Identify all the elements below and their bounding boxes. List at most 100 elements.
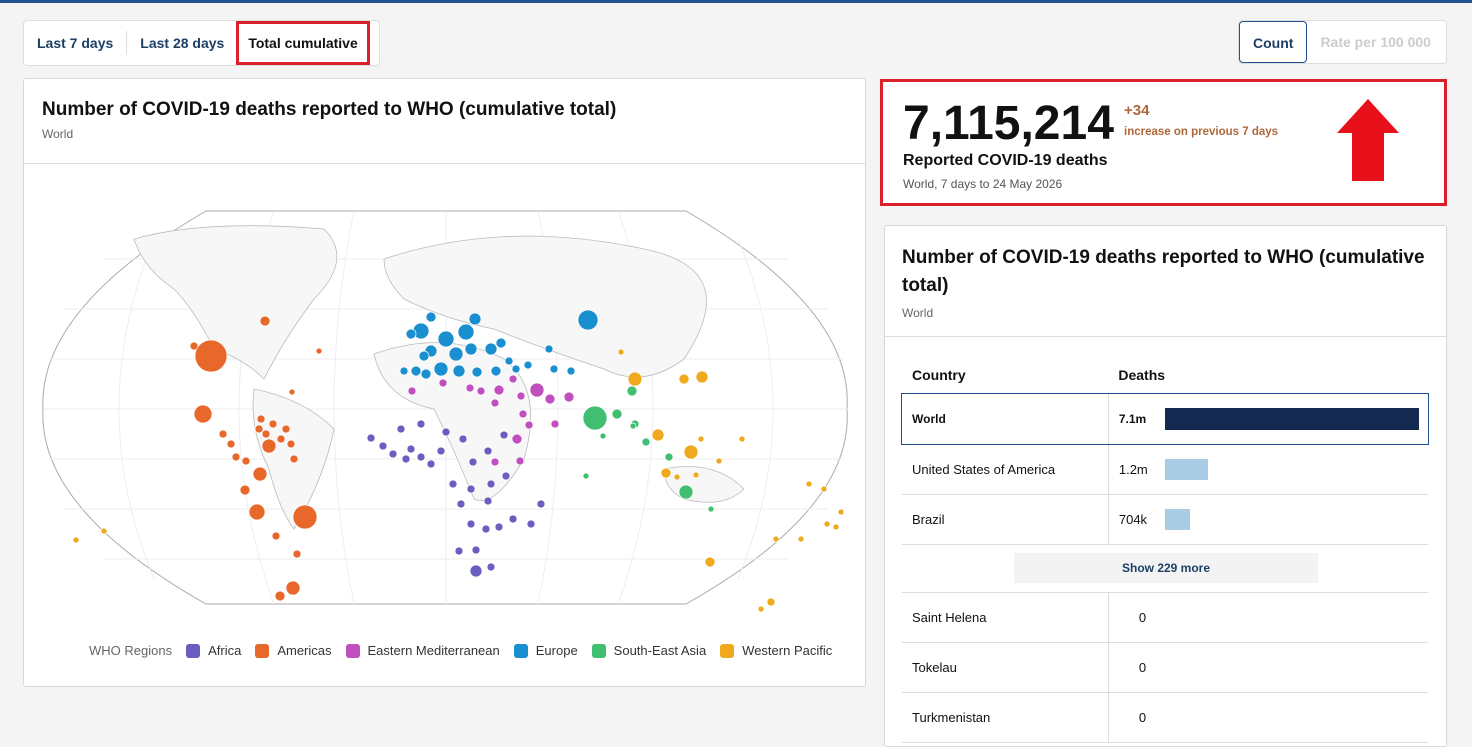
region-bubble[interactable] bbox=[757, 605, 765, 613]
region-bubble[interactable] bbox=[508, 514, 518, 524]
region-bubble[interactable] bbox=[549, 364, 559, 374]
region-bubble[interactable] bbox=[418, 350, 430, 362]
region-bubble[interactable] bbox=[566, 366, 576, 376]
region-bubble[interactable] bbox=[617, 348, 625, 356]
region-bubble[interactable] bbox=[268, 419, 278, 429]
region-bubble[interactable] bbox=[289, 454, 299, 464]
region-bubble[interactable] bbox=[399, 366, 409, 376]
region-bubble[interactable] bbox=[707, 505, 715, 513]
region-bubble[interactable] bbox=[465, 383, 475, 393]
region-bubble[interactable] bbox=[766, 597, 776, 607]
region-bubble[interactable] bbox=[468, 312, 482, 326]
region-bubble[interactable] bbox=[544, 393, 556, 405]
region-bubble[interactable] bbox=[458, 434, 468, 444]
table-row[interactable]: Brazil 704k bbox=[902, 494, 1428, 544]
measure-option[interactable]: Rate per 100 000 bbox=[1320, 34, 1431, 50]
region-bubble[interactable] bbox=[256, 414, 266, 424]
period-tab[interactable]: Last 7 days bbox=[37, 35, 114, 51]
region-bubble[interactable] bbox=[72, 536, 80, 544]
region-bubble[interactable] bbox=[466, 484, 476, 494]
region-bubble[interactable] bbox=[471, 545, 481, 555]
region-bubble[interactable] bbox=[416, 452, 426, 462]
table-row[interactable]: Tokelau 0 bbox=[902, 642, 1428, 692]
region-bubble[interactable] bbox=[366, 433, 376, 443]
region-bubble[interactable] bbox=[437, 330, 455, 348]
region-bubble[interactable] bbox=[406, 444, 416, 454]
region-bubble[interactable] bbox=[231, 452, 241, 462]
region-bubble[interactable] bbox=[651, 428, 665, 442]
region-bubble[interactable] bbox=[483, 496, 493, 506]
region-bubble[interactable] bbox=[678, 484, 694, 500]
region-bubble[interactable] bbox=[695, 370, 709, 384]
region-bubble[interactable] bbox=[499, 430, 509, 440]
region-bubble[interactable] bbox=[464, 342, 478, 356]
region-bubble[interactable] bbox=[490, 398, 500, 408]
region-bubble[interactable] bbox=[436, 446, 446, 456]
region-bubble[interactable] bbox=[529, 382, 545, 398]
region-bubble[interactable] bbox=[599, 432, 607, 440]
region-bubble[interactable] bbox=[457, 323, 475, 341]
region-bubble[interactable] bbox=[193, 404, 213, 424]
region-bubble[interactable] bbox=[454, 546, 464, 556]
region-bubble[interactable] bbox=[241, 456, 251, 466]
region-bubble[interactable] bbox=[523, 360, 533, 370]
region-bubble[interactable] bbox=[388, 449, 398, 459]
region-bubble[interactable] bbox=[276, 434, 286, 444]
region-bubble[interactable] bbox=[433, 361, 449, 377]
region-bubble[interactable] bbox=[468, 457, 478, 467]
region-bubble[interactable] bbox=[281, 424, 291, 434]
region-bubble[interactable] bbox=[285, 580, 301, 596]
region-bubble[interactable] bbox=[511, 364, 521, 374]
region-bubble[interactable] bbox=[797, 535, 805, 543]
region-bubble[interactable] bbox=[524, 420, 534, 430]
region-bubble[interactable] bbox=[438, 378, 448, 388]
region-bubble[interactable] bbox=[516, 391, 526, 401]
region-bubble[interactable] bbox=[226, 439, 236, 449]
region-bubble[interactable] bbox=[550, 419, 560, 429]
region-bubble[interactable] bbox=[508, 374, 518, 384]
region-bubble[interactable] bbox=[261, 438, 277, 454]
region-bubble[interactable] bbox=[582, 405, 608, 431]
region-bubble[interactable] bbox=[194, 339, 228, 373]
region-bubble[interactable] bbox=[466, 519, 476, 529]
region-bubble[interactable] bbox=[405, 328, 417, 340]
region-bubble[interactable] bbox=[704, 556, 716, 568]
column-header[interactable]: Deaths bbox=[1118, 367, 1166, 383]
region-bubble[interactable] bbox=[469, 564, 483, 578]
region-bubble[interactable] bbox=[536, 499, 546, 509]
region-bubble[interactable] bbox=[254, 424, 264, 434]
region-bubble[interactable] bbox=[448, 346, 464, 362]
region-bubble[interactable] bbox=[274, 590, 286, 602]
region-bubble[interactable] bbox=[673, 473, 681, 481]
measure-option[interactable]: Count bbox=[1239, 21, 1308, 63]
region-bubble[interactable] bbox=[515, 456, 525, 466]
region-bubble[interactable] bbox=[456, 499, 466, 509]
region-bubble[interactable] bbox=[378, 441, 388, 451]
region-bubble[interactable] bbox=[837, 508, 845, 516]
region-bubble[interactable] bbox=[738, 435, 746, 443]
region-bubble[interactable] bbox=[483, 446, 493, 456]
table-row[interactable]: Turkmenistan 0 bbox=[902, 692, 1428, 742]
period-tab[interactable]: Total cumulative bbox=[236, 21, 370, 65]
region-bubble[interactable] bbox=[426, 459, 436, 469]
region-bubble[interactable] bbox=[416, 419, 426, 429]
region-bubble[interactable] bbox=[772, 535, 780, 543]
region-bubble[interactable] bbox=[476, 386, 486, 396]
region-bubble[interactable] bbox=[823, 520, 831, 528]
region-bubble[interactable] bbox=[239, 484, 251, 496]
region-bubble[interactable] bbox=[683, 444, 699, 460]
region-bubble[interactable] bbox=[452, 364, 466, 378]
table-row[interactable]: World 7.1m bbox=[901, 393, 1429, 445]
region-bubble[interactable] bbox=[494, 522, 504, 532]
region-bubble[interactable] bbox=[544, 344, 554, 354]
region-bubble[interactable] bbox=[261, 429, 271, 439]
region-bubble[interactable] bbox=[100, 527, 108, 535]
column-header[interactable]: Country bbox=[912, 367, 966, 383]
region-bubble[interactable] bbox=[820, 485, 828, 493]
region-bubble[interactable] bbox=[286, 439, 296, 449]
region-bubble[interactable] bbox=[425, 311, 437, 323]
region-bubble[interactable] bbox=[697, 435, 705, 443]
region-bubble[interactable] bbox=[292, 549, 302, 559]
region-bubble[interactable] bbox=[493, 384, 505, 396]
region-bubble[interactable] bbox=[396, 424, 406, 434]
